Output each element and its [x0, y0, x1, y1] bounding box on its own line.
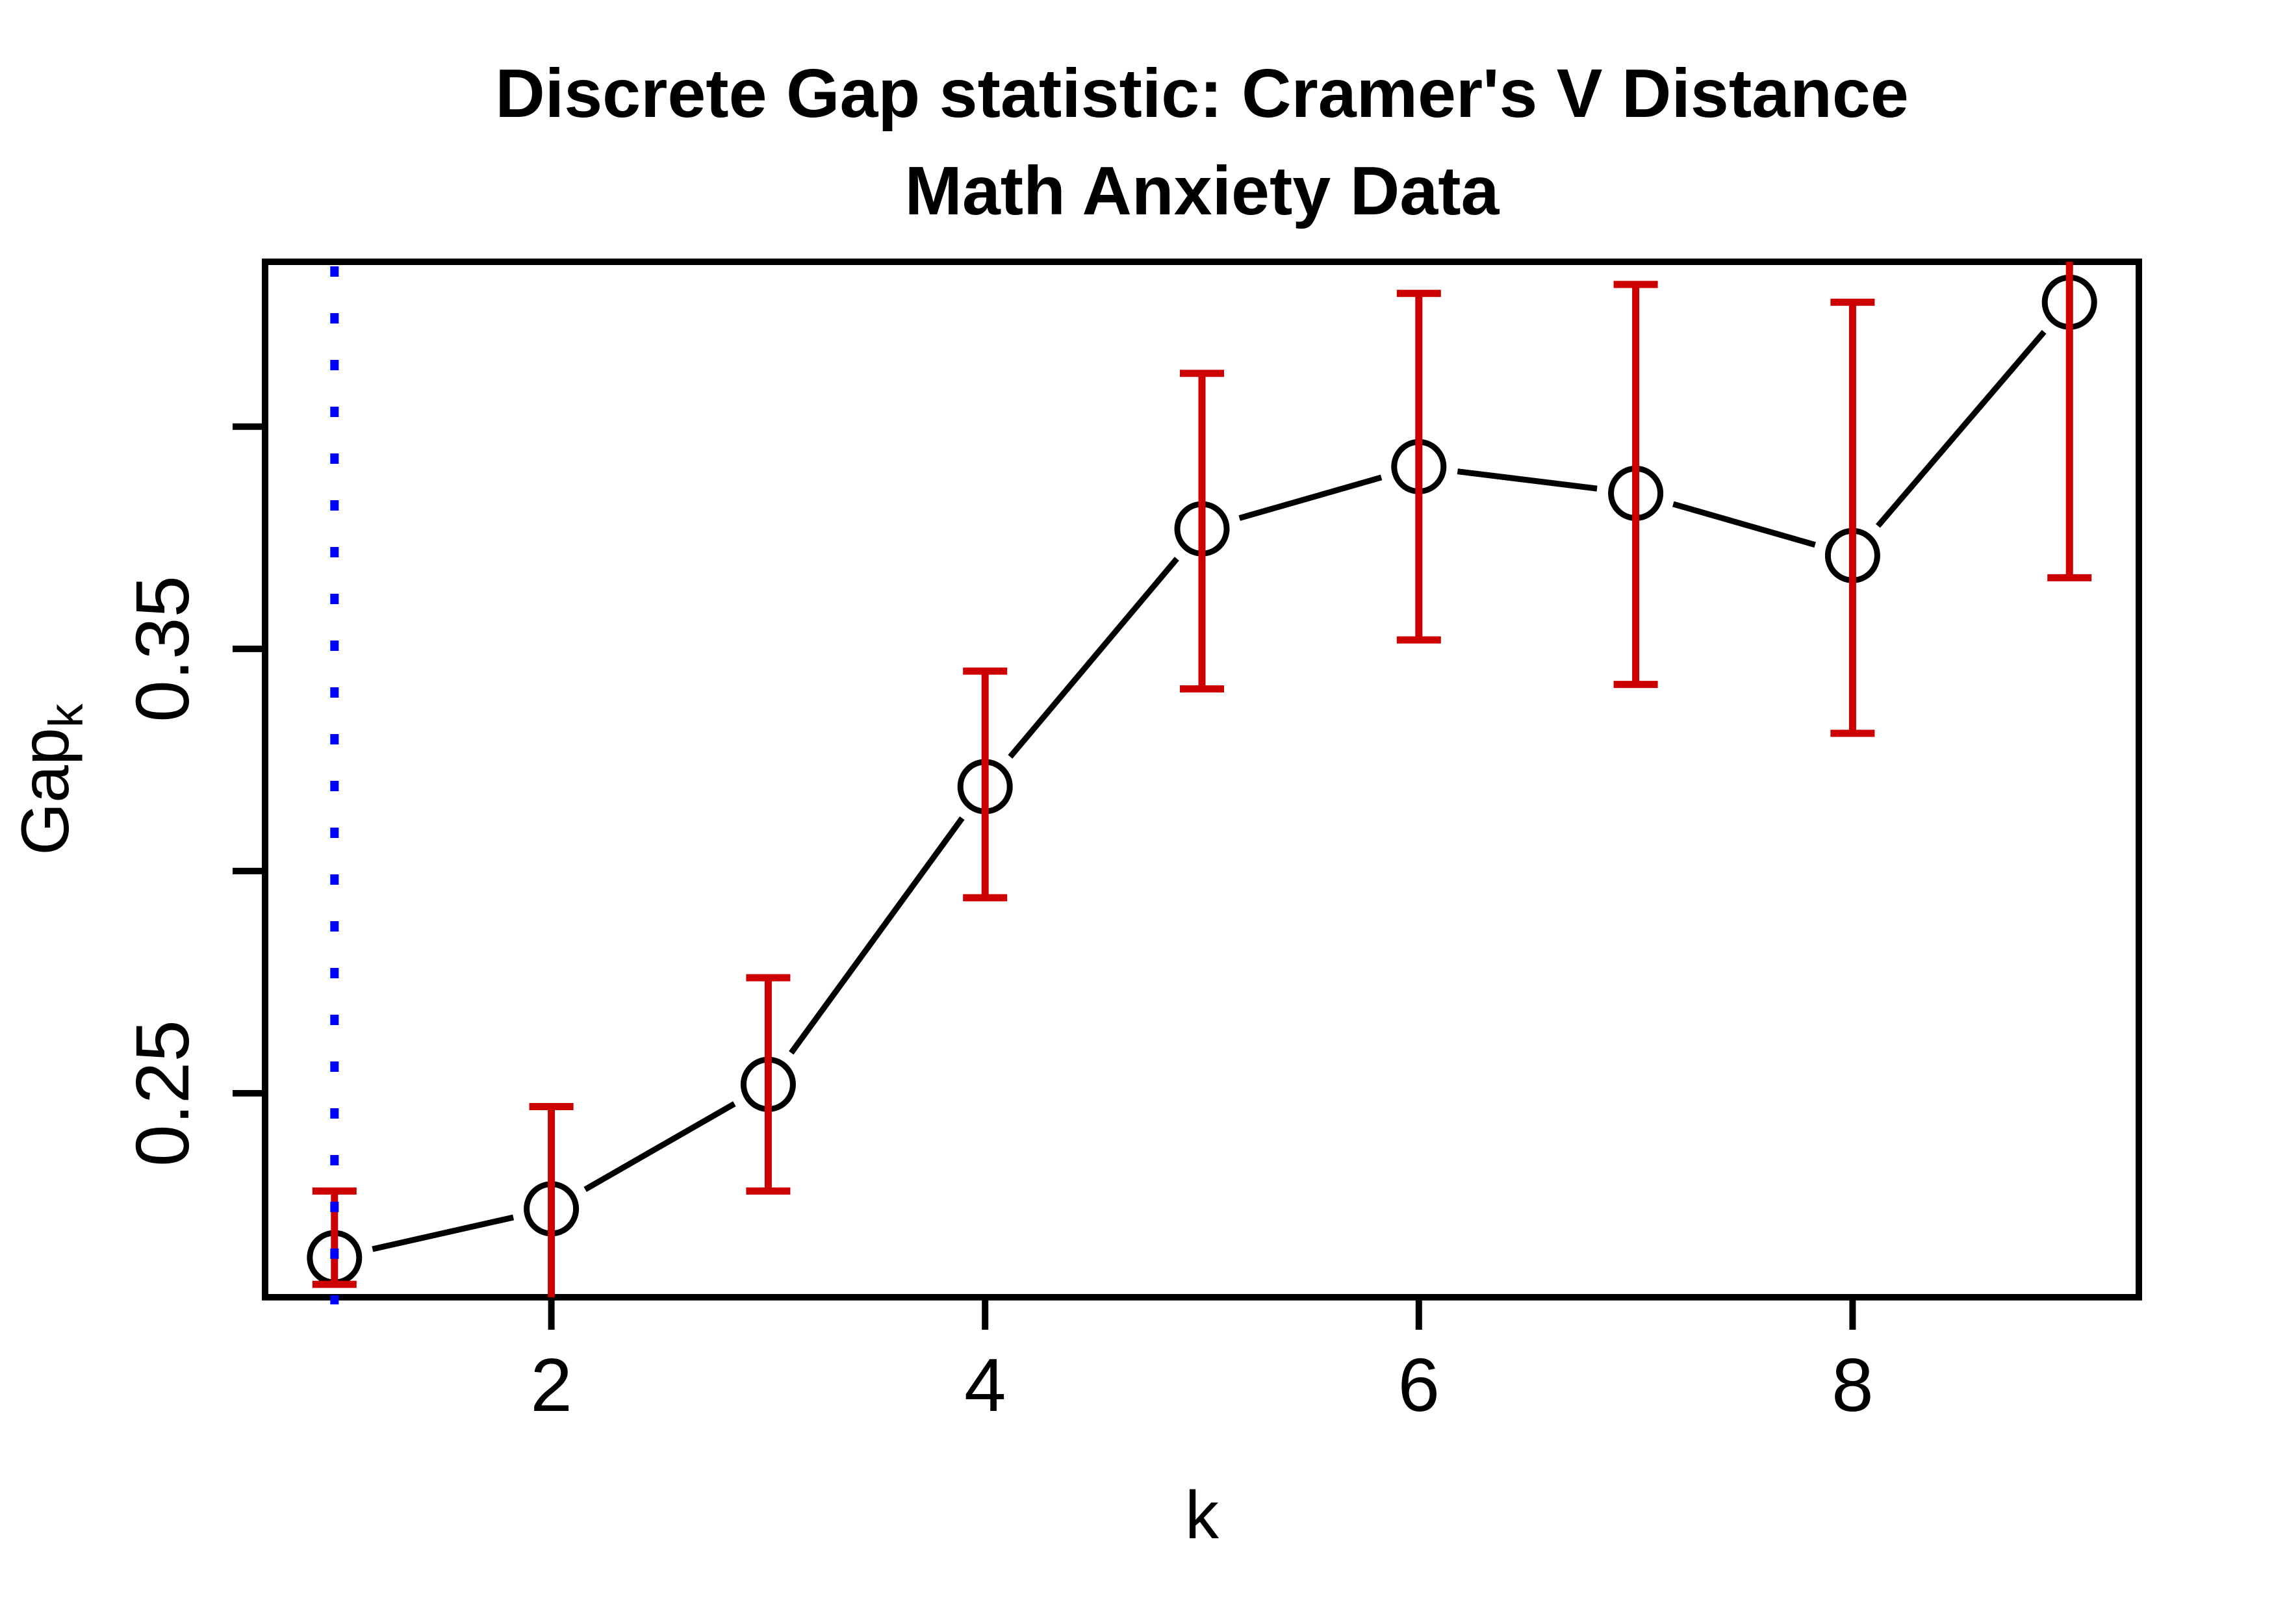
x-tick-label: 6	[1398, 1343, 1440, 1427]
y-axis-label: Gapk	[8, 703, 93, 856]
series-segment	[1008, 557, 1179, 759]
x-tick-label: 4	[964, 1343, 1006, 1427]
plot-border	[262, 259, 2142, 1300]
x-axis-label: k	[1185, 1478, 1220, 1553]
series-segment	[1875, 329, 2047, 528]
y-tick-label: 0.35	[120, 576, 205, 722]
x-tick-label: 8	[1832, 1343, 1874, 1427]
series-segment	[1672, 501, 1816, 548]
series-segment	[583, 1101, 736, 1192]
x-tick-label: 2	[530, 1343, 572, 1427]
series-segment	[372, 1214, 515, 1252]
series-segment	[1238, 474, 1383, 521]
y-axis-label-main: Gap	[8, 728, 83, 856]
y-tick-label: 0.25	[120, 1020, 205, 1167]
axis-tick-labels: 0.25 0.35 2 4 6 8	[120, 576, 1874, 1427]
axis-ticks	[233, 423, 1856, 1330]
chart-title-line2: Math Anxiety Data	[905, 153, 1500, 229]
series-segment	[789, 816, 965, 1055]
series-segment	[1457, 468, 1598, 492]
y-axis-label-subscript: k	[39, 703, 93, 728]
error-bars	[312, 262, 2092, 1297]
chart-title-line1: Discrete Gap statistic: Cramer's V Dista…	[495, 55, 1909, 132]
